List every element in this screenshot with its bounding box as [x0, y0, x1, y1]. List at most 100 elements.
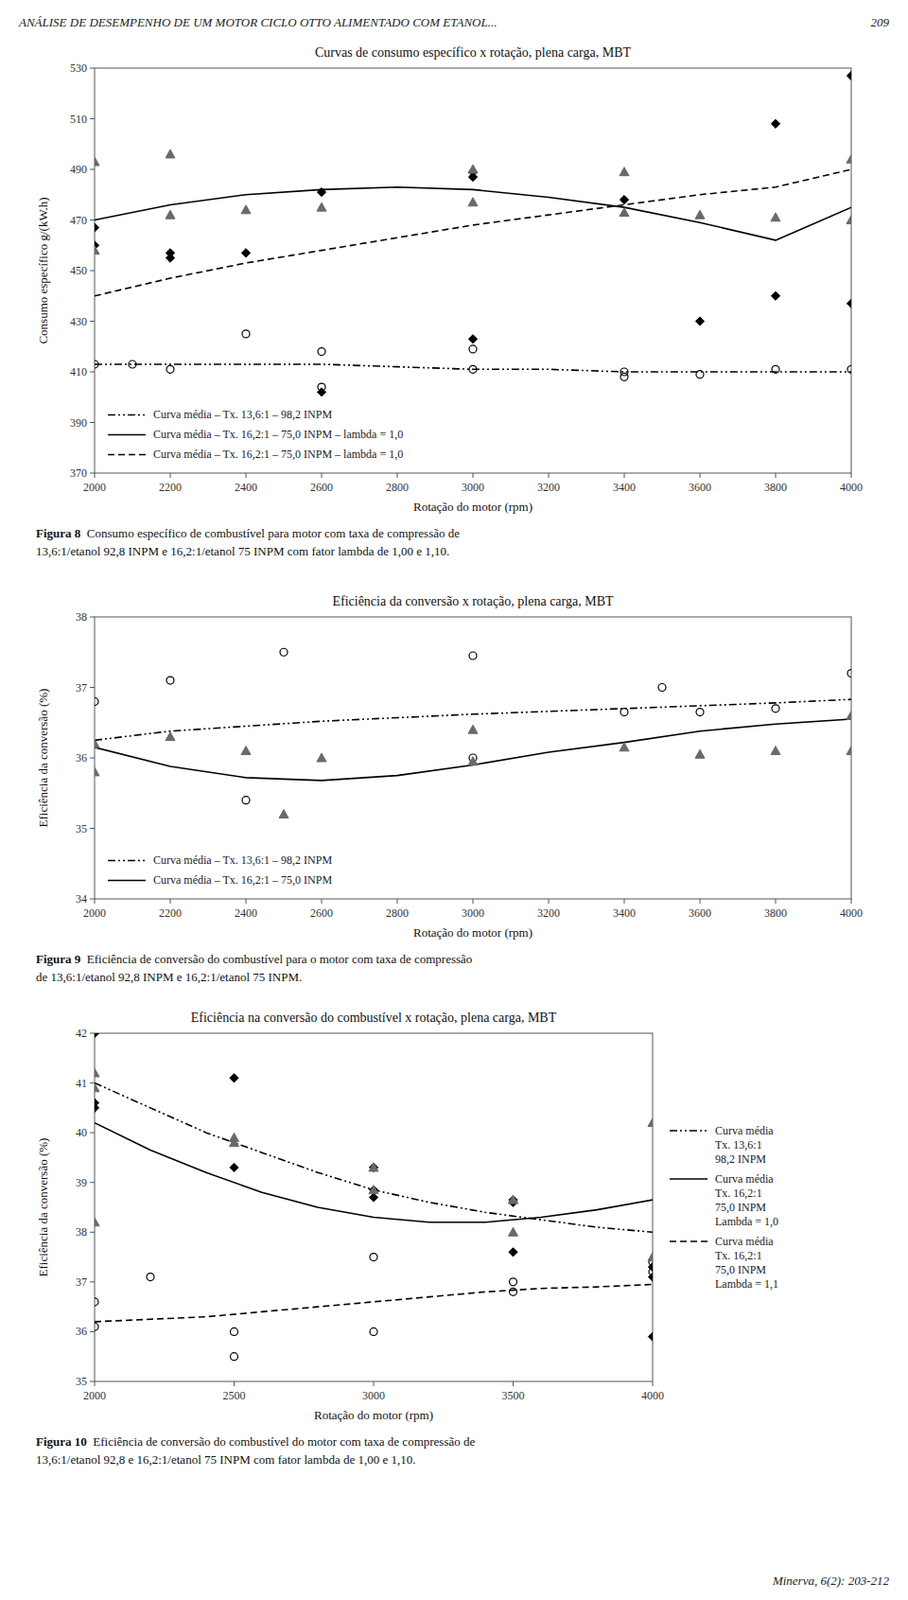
y-tick — [89, 270, 95, 272]
x-tick-label: 2600 — [310, 906, 333, 920]
x-tick — [624, 898, 626, 904]
scatter-point — [771, 365, 780, 373]
y-axis-label: Eficiência da conversão (%) — [35, 688, 51, 828]
y-tick — [89, 68, 95, 70]
y-tick — [89, 616, 95, 618]
legend: Curva médiaTx. 13,6:198,2 INPMCurva médi… — [669, 1123, 779, 1291]
scatter-point — [509, 1287, 518, 1295]
scatter-point — [647, 1252, 653, 1261]
scatter-point — [770, 746, 781, 755]
caption-text: Consumo específico de combustível para m… — [80, 525, 460, 541]
points — [94, 1032, 653, 1361]
legend-entry-line: Tx. 13,6:1 — [715, 1137, 763, 1152]
x-tick-label: 3500 — [502, 1388, 525, 1402]
scatter-point — [368, 1185, 378, 1194]
y-tick-label: 38 — [75, 610, 88, 624]
y-tick-label: 36 — [75, 750, 88, 765]
scatter-point — [165, 149, 175, 158]
plot-area — [94, 70, 852, 397]
x-tick-label: 3600 — [688, 906, 712, 920]
scatter-point — [146, 1273, 155, 1281]
caption: Figura 9 Eficiência de conversão do comb… — [35, 951, 472, 966]
y-tick — [89, 686, 95, 688]
legend-swatch — [107, 454, 146, 456]
y-tick-label: 470 — [69, 213, 88, 227]
scatter-point — [619, 167, 629, 176]
y-tick-label: 370 — [69, 466, 88, 480]
series-line — [94, 1283, 653, 1321]
x-tick — [245, 472, 247, 478]
legend-entry: Curva médiaTx. 16,2:175,0 INPMLambda = 1… — [715, 1171, 779, 1228]
x-tick — [397, 898, 399, 904]
y-tick — [89, 1181, 95, 1183]
caption-text: 13,6:1/etanol 92,8 INPM e 16,2:1/etanol … — [35, 543, 450, 559]
x-tick — [397, 472, 399, 478]
y-tick — [89, 1082, 95, 1083]
scatter-point — [696, 370, 704, 379]
scatter-point — [166, 676, 175, 684]
scatter-point — [695, 209, 705, 219]
x-tick — [94, 1380, 96, 1386]
lines — [94, 698, 852, 781]
x-tick — [94, 898, 96, 904]
legend-entry: Curva média – Tx. 16,2:1 – 75,0 INPM — [153, 873, 332, 887]
scatter-point — [619, 195, 629, 205]
x-tick — [652, 1380, 654, 1386]
scatter-point — [695, 316, 704, 326]
x-tick — [512, 1380, 514, 1386]
scatter-point — [468, 197, 478, 207]
scatter-point — [846, 746, 852, 755]
scatter-point — [241, 205, 251, 214]
caption-text: 13,6:1/etanol 92,8 e 16,2:1/etanol 75 IN… — [35, 1451, 416, 1467]
y-tick — [89, 1231, 95, 1233]
y-tick-label: 37 — [75, 681, 88, 695]
legend-entry: Curva média – Tx. 16,2:1 – 75,0 INPM – l… — [153, 447, 403, 461]
legend-entry-line: Curva média – Tx. 16,2:1 – 75,0 INPM — [153, 873, 332, 887]
legend-entry: Curva média – Tx. 13,6:1 – 98,2 INPM — [153, 853, 332, 867]
x-tick-label: 2200 — [158, 906, 182, 920]
x-tick-label: 3200 — [537, 906, 560, 920]
y-tick — [89, 898, 95, 900]
legend-swatch — [107, 434, 146, 437]
page: ANÁLISE DE DESEMPENHO DE UM MOTOR CICLO … — [0, 0, 908, 1600]
legend-entry-line: Curva média — [715, 1234, 774, 1248]
y-tick-label: 41 — [75, 1076, 88, 1090]
y-tick — [89, 472, 95, 474]
scatter-point — [165, 732, 175, 741]
x-tick — [775, 898, 777, 904]
scatter-point — [94, 1098, 100, 1107]
x-tick — [245, 898, 247, 904]
scatter-point — [696, 708, 704, 716]
y-tick-label: 390 — [69, 416, 88, 430]
scatter-point — [468, 334, 477, 344]
page-number: 209 — [871, 15, 891, 30]
scatter-point — [469, 651, 477, 660]
chart: Curvas de consumo específico x rotação, … — [35, 45, 863, 559]
scatter-point — [847, 669, 852, 678]
scatter-point — [846, 215, 852, 225]
x-tick — [624, 472, 626, 478]
title: Eficiência na conversão do combustível x… — [191, 1010, 558, 1025]
footer: Minerva, 6(2): 203-212 — [771, 1572, 891, 1588]
scatter-point — [468, 756, 478, 766]
scatter-point — [369, 1253, 378, 1261]
x-tick-label: 2500 — [223, 1388, 246, 1402]
y-tick-label: 42 — [75, 1026, 88, 1040]
x-tick — [321, 898, 323, 904]
scatter-point — [468, 164, 478, 174]
series-line — [94, 169, 852, 297]
x-tick — [233, 1380, 235, 1386]
series-line — [94, 187, 852, 241]
series-line — [94, 1082, 653, 1233]
y-tick-label: 35 — [75, 1374, 88, 1388]
caption: Figura 10 Eficiência de conversão do com… — [35, 1433, 475, 1449]
caption: Figura 8 Consumo específico de combustív… — [35, 525, 460, 541]
x-tick-label: 4000 — [641, 1388, 664, 1402]
legend: Curva média – Tx. 13,6:1 – 98,2 INPMCurv… — [107, 407, 403, 461]
scatter-point — [647, 1261, 653, 1271]
scatter-point — [94, 1067, 100, 1077]
y-tick — [89, 219, 95, 221]
x-tick — [851, 472, 853, 478]
x-tick — [170, 898, 172, 904]
x-tick-label: 2000 — [83, 1388, 106, 1402]
